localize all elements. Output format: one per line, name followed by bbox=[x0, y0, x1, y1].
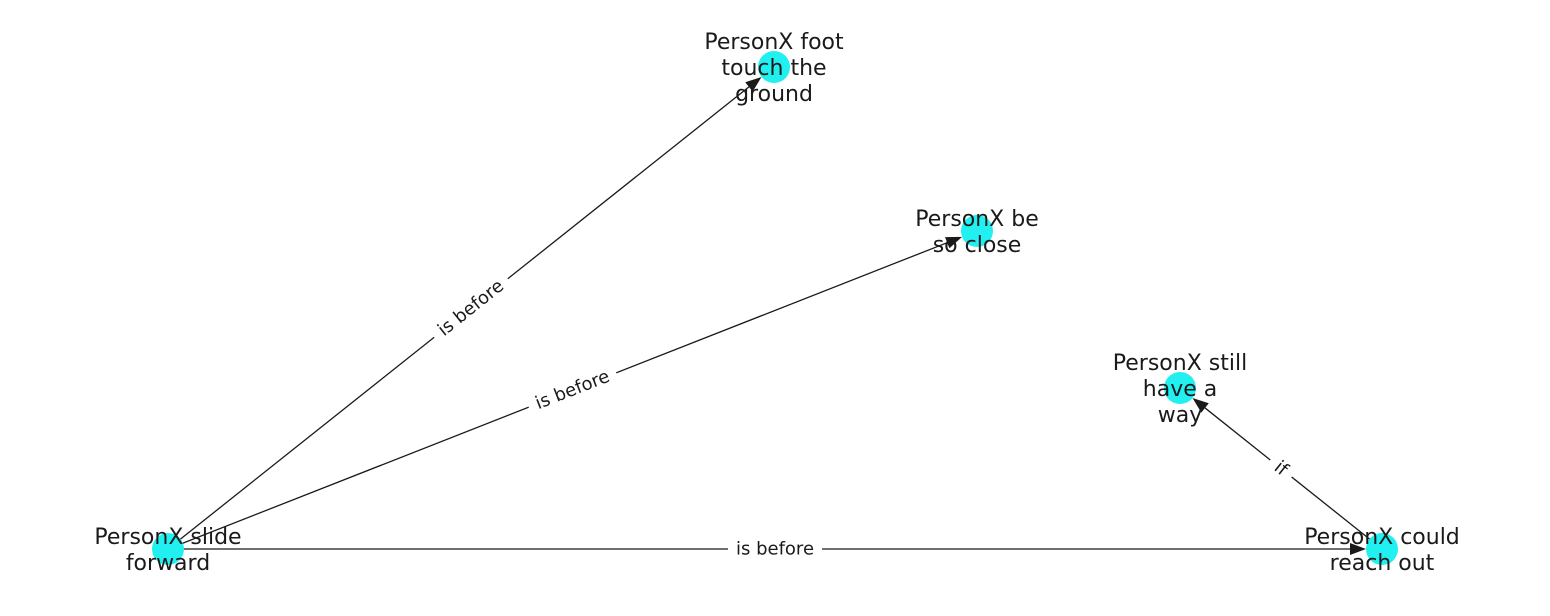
edge-slide-reach: is before bbox=[168, 538, 1366, 560]
nodes-layer bbox=[152, 51, 1398, 565]
node-label-line: have a bbox=[1143, 377, 1217, 402]
node-foot bbox=[758, 51, 790, 83]
node-label-line: PersonX still bbox=[1113, 351, 1247, 376]
node-label-line: reach out bbox=[1330, 551, 1435, 576]
node-label-reach: PersonX could reach out bbox=[1304, 525, 1460, 576]
node-way bbox=[1164, 372, 1196, 404]
node-label-line: so close bbox=[933, 233, 1022, 258]
edge-label-background bbox=[427, 270, 515, 346]
node-label-line: forward bbox=[126, 551, 210, 576]
edge-label-background bbox=[524, 362, 621, 418]
node-label-foot: PersonX foot touch the ground bbox=[704, 30, 844, 107]
edge-label: is before bbox=[532, 366, 612, 414]
node-label-line: PersonX be bbox=[915, 207, 1039, 232]
edges-layer: is before is before is before if bbox=[167, 76, 1383, 560]
node-label-close: PersonX be so close bbox=[915, 207, 1039, 258]
edge-reach-way: if bbox=[1192, 397, 1383, 550]
node-label-way: PersonX still have a way bbox=[1113, 351, 1247, 428]
node-labels-layer: PersonX slide forward PersonX foot touch th… bbox=[94, 30, 1459, 576]
node-label-line: PersonX slide bbox=[94, 525, 241, 550]
node-label-line: way bbox=[1158, 403, 1203, 428]
edge-label-group: is before bbox=[427, 270, 515, 346]
arrowhead bbox=[945, 236, 963, 249]
node-label-line: ground bbox=[735, 82, 813, 107]
node-label-line: touch the bbox=[721, 56, 826, 81]
edge-slide-close: is before bbox=[167, 236, 963, 550]
node-reach bbox=[1366, 533, 1398, 565]
arrowhead bbox=[745, 76, 762, 92]
edge-label-group: is before bbox=[727, 538, 823, 560]
node-close bbox=[961, 215, 993, 247]
edge-label-group: is before bbox=[524, 362, 621, 418]
node-label-line: PersonX foot bbox=[704, 30, 844, 55]
edge-slide-foot: is before bbox=[167, 76, 762, 550]
edge-label-group: if bbox=[1263, 451, 1299, 486]
node-label-slide: PersonX slide forward bbox=[94, 525, 241, 576]
arrowhead bbox=[1350, 543, 1366, 555]
node-label-line: PersonX could bbox=[1304, 525, 1460, 550]
edge-line bbox=[1204, 407, 1383, 550]
edge-label-background bbox=[727, 538, 823, 560]
edge-label-background bbox=[1263, 451, 1299, 486]
arrowhead bbox=[1192, 397, 1209, 413]
edge-label: is before bbox=[736, 539, 814, 560]
edge-label: is before bbox=[434, 275, 508, 340]
node-slide bbox=[152, 533, 184, 565]
